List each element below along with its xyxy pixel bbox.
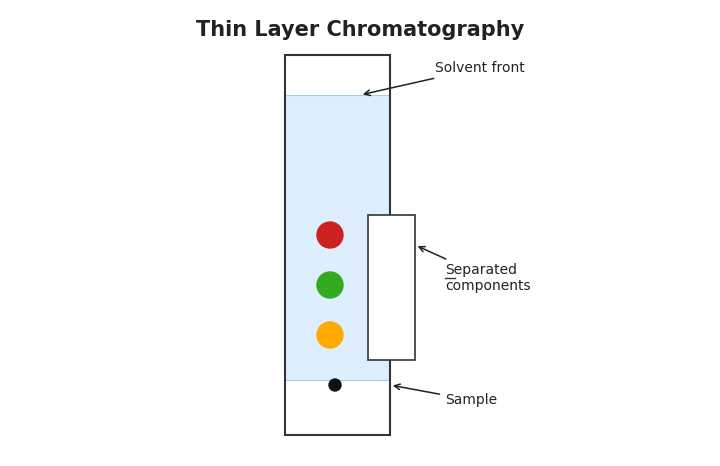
Bar <box>285 55 390 435</box>
Bar <box>285 95 390 380</box>
Circle shape <box>329 379 341 391</box>
Text: Sample: Sample <box>395 384 497 407</box>
Text: Separated
components: Separated components <box>419 247 531 293</box>
Circle shape <box>317 222 343 248</box>
Bar <box>368 215 415 360</box>
Circle shape <box>317 322 343 348</box>
Circle shape <box>317 272 343 298</box>
Text: Thin Layer Chromatography: Thin Layer Chromatography <box>196 20 524 40</box>
Text: Solvent front: Solvent front <box>364 61 525 96</box>
